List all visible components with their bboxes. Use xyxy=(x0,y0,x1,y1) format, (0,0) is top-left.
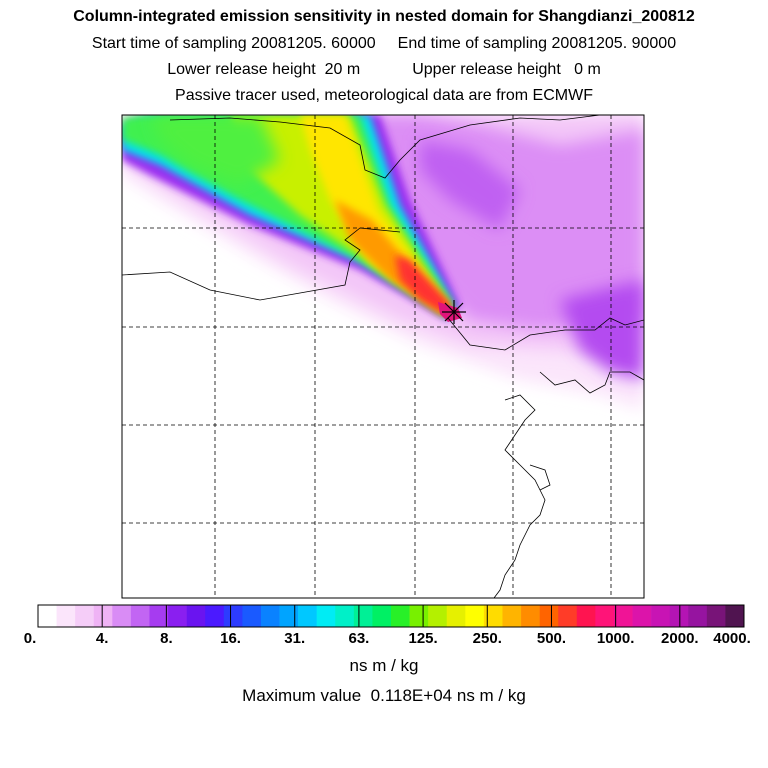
colorbar-tick-label: 4000. xyxy=(713,630,751,647)
maximum-value: Maximum value 0.118E+04 ns m / kg xyxy=(0,686,768,706)
plume-red xyxy=(395,255,452,316)
start-label: Start time of sampling xyxy=(91,35,247,52)
max-label: Maximum value xyxy=(242,686,362,705)
colorbar-tick-label: 4. xyxy=(95,630,109,647)
plume-purple-north xyxy=(420,140,520,230)
colorbar-tick-label: 31. xyxy=(284,630,306,647)
tracer-note: Passive tracer used, meteorological data… xyxy=(175,87,593,104)
sensitivity-map xyxy=(121,114,645,599)
coastlines xyxy=(122,115,644,598)
upper-label: Upper release height xyxy=(412,61,561,78)
lower-value: 20 m xyxy=(324,61,361,78)
colorbar-tick-label: 125. xyxy=(408,630,438,647)
colorbar-tick-label: 63. xyxy=(348,630,370,647)
upper-value: 0 m xyxy=(574,61,601,78)
colorbar-units: ns m / kg xyxy=(349,656,419,675)
end-value: 20081205. 90000 xyxy=(551,35,677,52)
start-value: 20081205. 60000 xyxy=(251,35,376,52)
end-label: End time of sampling xyxy=(397,35,548,52)
colorbar-tick-label: 250. xyxy=(472,630,502,647)
plume-purple xyxy=(560,280,644,380)
max-number: 0.118E+04 xyxy=(370,686,453,705)
colorbar-tick-label: 1000. xyxy=(596,630,635,647)
colorbar-tick-label: 2000. xyxy=(661,630,699,647)
colorbar-tick-label: 0. xyxy=(23,630,37,647)
colorbar-tick-label: 500. xyxy=(536,630,567,647)
release-heights: Lower release height 20 m Upper release h… xyxy=(0,60,768,80)
sampling-times: Start time of sampling 20081205. 60000 En… xyxy=(0,34,768,54)
map-frame xyxy=(121,114,645,599)
colorbar-tick-label: 8. xyxy=(160,630,173,647)
colorbar-tick-label: 16. xyxy=(220,630,241,647)
sensitivity-field xyxy=(122,115,644,598)
release-site-marker xyxy=(442,300,466,324)
lower-label: Lower release height xyxy=(167,61,316,78)
max-units: ns m / kg xyxy=(456,686,526,705)
grid-lines xyxy=(122,115,644,598)
chart-title: Column-integrated emission sensitivity i… xyxy=(73,8,695,25)
